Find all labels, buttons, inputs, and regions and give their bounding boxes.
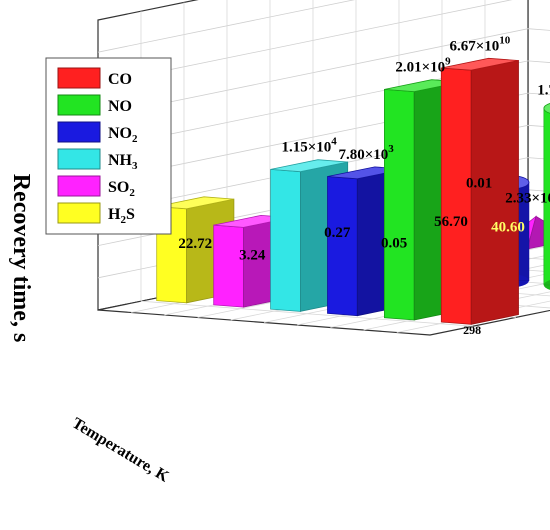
- x-axis-label: Temperature, K: [69, 415, 172, 486]
- legend-swatch: [57, 148, 101, 170]
- legend-swatch: [57, 121, 101, 143]
- data-label: 0.27: [324, 225, 351, 241]
- legend-label-sub: 2: [132, 133, 138, 145]
- data-label: 0.05: [381, 236, 407, 252]
- data-label: 1.75×106: [537, 78, 550, 98]
- legend-swatch: [57, 94, 101, 116]
- data-label-main: 40.60: [491, 220, 525, 236]
- legend-label-sub: 2: [120, 214, 126, 226]
- legend-label-sub: 2: [129, 187, 135, 199]
- legend-label: NO: [108, 98, 132, 115]
- bars-layer: [156, 57, 550, 325]
- gridline-h: [97, 60, 550, 150]
- bar-face-front: [440, 67, 472, 325]
- bar-NO-348: [543, 102, 550, 290]
- data-label-main: 7.80×10: [338, 147, 388, 163]
- legend-swatch: [57, 202, 101, 224]
- data-label: 1.15×104: [281, 136, 337, 156]
- data-label: 3.24: [239, 247, 266, 263]
- legend-label-main: NO: [108, 125, 132, 142]
- legend-swatch: [57, 67, 101, 89]
- y-axis-label: Recovery time, s: [8, 174, 34, 343]
- data-label-main: 22.72: [178, 236, 212, 252]
- data-label-main: 3.24: [239, 247, 266, 263]
- legend-swatch: [57, 175, 101, 197]
- x-ticks: 298348398: [463, 323, 481, 337]
- data-label-main: 2.33×10: [505, 190, 550, 206]
- data-label-main: 0.01: [466, 175, 492, 191]
- legend-label-main: NH: [108, 152, 133, 169]
- legend-label: CO: [108, 71, 132, 88]
- bar-cylinder-body: [543, 108, 550, 285]
- data-label: 56.70: [434, 214, 468, 230]
- data-label: 6.67×1010: [449, 34, 510, 54]
- data-label-main: 1.15×10: [281, 140, 331, 156]
- gridline-h: [97, 28, 550, 118]
- data-label: 2.01×109: [395, 56, 451, 76]
- bar-face-front: [213, 224, 244, 308]
- legend-label-sub: 3: [132, 160, 138, 172]
- bar-face-front: [327, 176, 358, 317]
- data-label: 0.01: [466, 175, 492, 191]
- legend-label: H2S: [108, 206, 135, 226]
- data-label-main: 0.27: [324, 225, 351, 241]
- data-label-main: 1.75×10: [537, 82, 550, 98]
- data-label-main: 56.70: [434, 214, 468, 230]
- bar-cylinder-top: [543, 102, 550, 114]
- data-label: 2.33×10−3: [505, 186, 550, 206]
- data-label-exp: 4: [331, 136, 337, 148]
- x-tick-label: 298: [463, 323, 481, 337]
- data-label: 22.72: [178, 236, 212, 252]
- gridline-h: [97, 124, 550, 214]
- bar-CO-298: [440, 57, 519, 325]
- data-label-exp: 9: [445, 56, 451, 68]
- legend-label: NO2: [108, 125, 138, 145]
- data-label-main: 2.01×10: [395, 60, 445, 76]
- data-labels-layer: 0.012.33×10−31.060.798.92×1031.23×1050.2…: [178, 34, 550, 263]
- bar-face-front: [383, 88, 415, 321]
- gridline-h: [97, 157, 550, 246]
- gridline-h: [97, 92, 550, 182]
- data-label-main: 6.67×10: [449, 38, 499, 54]
- bar-cylinder-outline: [543, 108, 550, 286]
- legend-label-main: SO: [108, 179, 129, 196]
- bar-face-top: [270, 159, 348, 173]
- data-label-exp: 3: [388, 143, 394, 155]
- legend-label: NH3: [108, 152, 138, 172]
- data-label: 7.80×103: [338, 143, 394, 163]
- bar-face-top: [441, 57, 519, 71]
- legend-label-main: H: [108, 206, 121, 223]
- legend-label-tail: S: [126, 206, 135, 223]
- data-label-exp: 10: [499, 34, 511, 46]
- data-label: 40.60: [491, 220, 525, 236]
- legend-label: SO2: [108, 179, 135, 199]
- gridline-h: [97, 0, 513, 85]
- data-label-main: 0.05: [381, 236, 407, 252]
- gridline-h: [97, 0, 356, 53]
- legend-label-main: NO: [108, 98, 132, 115]
- bar-face-top: [156, 196, 234, 210]
- legend-label-main: CO: [108, 71, 132, 88]
- bar-face-front: [270, 168, 301, 312]
